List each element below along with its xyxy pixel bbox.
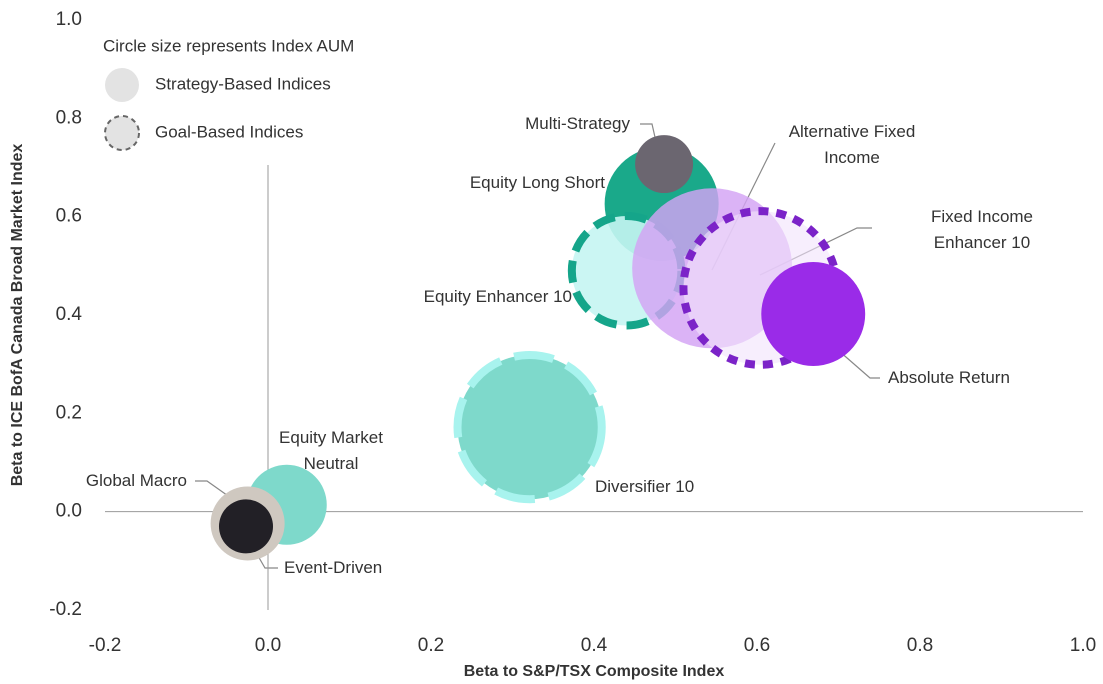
bubble-label: Global Macro	[85, 471, 187, 490]
bubble-label: Absolute Return	[888, 368, 1010, 387]
x-axis-label: Beta to S&P/TSX Composite Index	[464, 663, 725, 680]
y-tick-label: 0.8	[56, 107, 82, 128]
legend-swatch	[104, 115, 140, 151]
y-tick-label: -0.2	[49, 599, 82, 620]
bubble	[761, 262, 866, 366]
legend-title: Circle size represents Index AUM	[103, 36, 354, 55]
x-tick-label: 0.8	[907, 635, 933, 656]
bubble	[453, 350, 606, 504]
x-tick-label: 0.0	[255, 635, 281, 656]
bubble-label: Equity Market Neutral	[279, 428, 383, 473]
x-tick-label: 0.2	[418, 635, 444, 656]
y-tick-label: 0.4	[56, 304, 83, 325]
bubble-label: Multi-Strategy	[525, 114, 630, 133]
bubble-label: Diversifier 10	[595, 477, 695, 496]
bubble-label: Alternative Fixed Income	[788, 122, 916, 167]
bubble	[218, 499, 274, 554]
bubble	[635, 135, 694, 194]
bubble-label: Equity Enhancer 10	[423, 287, 572, 306]
bubble-label: Fixed Income Enhancer 10	[930, 207, 1034, 252]
legend-swatch	[105, 68, 139, 102]
legend-label: Strategy-Based Indices	[155, 74, 331, 93]
y-tick-label: 0.6	[56, 206, 82, 227]
x-tick-label: -0.2	[89, 635, 122, 656]
y-tick-label: 0.2	[56, 402, 82, 423]
y-tick-label: 0.0	[56, 501, 82, 522]
bubble-label: Equity Long Short	[469, 173, 605, 192]
x-tick-label: 0.4	[581, 635, 608, 656]
y-tick-label: 1.0	[56, 9, 82, 30]
y-axis-label: Beta to ICE BofA Canada Broad Market Ind…	[9, 144, 26, 487]
x-tick-label: 0.6	[744, 635, 770, 656]
bubble-label: Event-Driven	[284, 558, 383, 577]
legend-label: Goal-Based Indices	[155, 122, 303, 141]
x-tick-label: 1.0	[1070, 635, 1096, 656]
